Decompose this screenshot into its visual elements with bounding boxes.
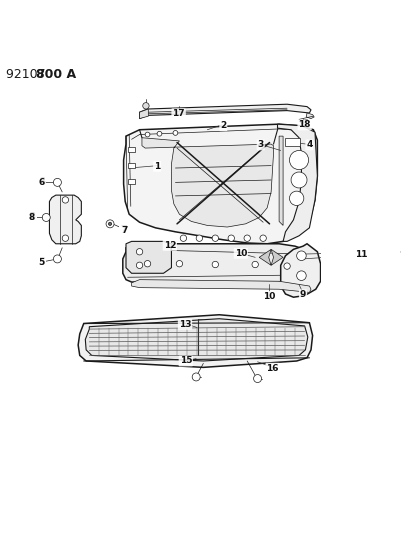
Circle shape xyxy=(145,132,150,137)
Circle shape xyxy=(53,179,61,187)
Circle shape xyxy=(42,214,50,221)
Text: 2: 2 xyxy=(220,121,226,130)
Circle shape xyxy=(136,248,142,255)
Polygon shape xyxy=(270,249,282,265)
Circle shape xyxy=(157,131,162,136)
Text: 800 A: 800 A xyxy=(36,68,76,82)
Polygon shape xyxy=(131,280,310,293)
Circle shape xyxy=(253,375,261,383)
Circle shape xyxy=(243,235,250,241)
Circle shape xyxy=(142,103,149,109)
Circle shape xyxy=(296,271,306,280)
Text: 11: 11 xyxy=(354,249,367,259)
Text: 10: 10 xyxy=(262,292,274,301)
Polygon shape xyxy=(139,109,148,118)
Text: 5: 5 xyxy=(38,257,45,266)
Polygon shape xyxy=(142,138,273,227)
Polygon shape xyxy=(126,241,171,273)
Circle shape xyxy=(180,235,186,241)
Circle shape xyxy=(53,255,61,263)
Bar xyxy=(128,147,134,152)
Circle shape xyxy=(108,222,111,225)
Polygon shape xyxy=(280,244,320,297)
Circle shape xyxy=(212,261,218,268)
Polygon shape xyxy=(122,244,317,282)
Circle shape xyxy=(106,220,114,228)
Circle shape xyxy=(251,261,258,268)
Polygon shape xyxy=(306,113,314,118)
Text: 7: 7 xyxy=(121,225,127,235)
Circle shape xyxy=(259,235,266,241)
Polygon shape xyxy=(298,119,309,123)
Polygon shape xyxy=(139,104,310,118)
Text: 4: 4 xyxy=(306,140,312,149)
Polygon shape xyxy=(277,124,317,241)
Text: 6: 6 xyxy=(38,178,45,187)
Circle shape xyxy=(144,261,150,267)
Circle shape xyxy=(176,261,182,267)
Bar xyxy=(285,138,299,146)
Polygon shape xyxy=(123,124,317,244)
Circle shape xyxy=(289,191,303,206)
Circle shape xyxy=(136,262,142,269)
Bar xyxy=(128,163,134,168)
Text: 92107: 92107 xyxy=(6,68,50,82)
Circle shape xyxy=(283,263,290,269)
Polygon shape xyxy=(78,315,312,367)
Circle shape xyxy=(192,373,200,381)
Circle shape xyxy=(290,172,306,188)
Text: 7: 7 xyxy=(120,225,127,235)
Polygon shape xyxy=(278,136,282,225)
Text: 15: 15 xyxy=(179,357,192,366)
Bar xyxy=(128,179,134,184)
Circle shape xyxy=(172,131,177,135)
Text: 13: 13 xyxy=(178,320,191,329)
Text: 5: 5 xyxy=(399,246,401,255)
Polygon shape xyxy=(85,319,307,361)
Text: 10: 10 xyxy=(234,249,246,258)
Text: 17: 17 xyxy=(172,109,184,118)
Circle shape xyxy=(289,150,308,169)
Text: 8: 8 xyxy=(29,213,35,222)
Polygon shape xyxy=(49,195,81,244)
Circle shape xyxy=(227,235,234,241)
Text: 1: 1 xyxy=(154,162,160,171)
Text: 5: 5 xyxy=(38,257,45,267)
Text: 16: 16 xyxy=(266,364,278,373)
Circle shape xyxy=(296,251,306,261)
Text: 3: 3 xyxy=(257,140,263,149)
Circle shape xyxy=(196,235,202,241)
Circle shape xyxy=(62,197,69,203)
Circle shape xyxy=(212,235,218,241)
Text: 9: 9 xyxy=(299,290,306,300)
Text: 6: 6 xyxy=(38,177,45,188)
Circle shape xyxy=(62,235,69,241)
Text: 12: 12 xyxy=(163,241,176,250)
Text: 8: 8 xyxy=(28,213,35,222)
Text: 18: 18 xyxy=(298,120,310,130)
Polygon shape xyxy=(259,249,270,265)
